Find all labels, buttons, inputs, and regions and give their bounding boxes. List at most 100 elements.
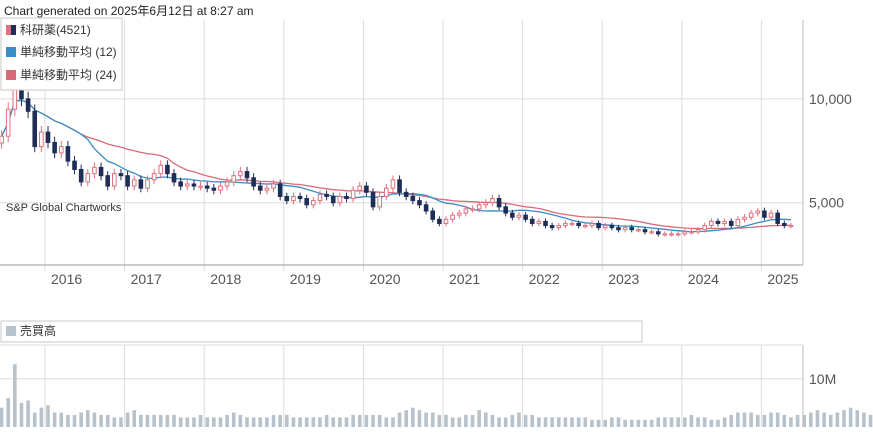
candle <box>145 175 150 193</box>
x-tick-label: 2022 <box>529 271 560 287</box>
volume-bar <box>13 364 17 427</box>
candle <box>178 177 183 191</box>
candle <box>72 156 77 175</box>
candle <box>569 220 575 227</box>
candle-body <box>576 222 581 227</box>
candle <box>596 220 601 231</box>
price-gridlines <box>0 20 803 271</box>
candle-body <box>370 191 376 208</box>
candle-body <box>344 195 349 200</box>
candle-body <box>211 187 217 191</box>
candle <box>496 194 502 211</box>
volume-bar <box>649 419 654 427</box>
x-tick-label: 2025 <box>767 271 798 287</box>
candle <box>138 175 144 193</box>
candle <box>244 166 250 183</box>
candle <box>78 164 84 187</box>
x-tick-label: 2024 <box>688 271 719 287</box>
volume-bar <box>424 412 428 427</box>
candle <box>715 218 721 227</box>
volume-bar <box>238 414 243 427</box>
candle-body <box>655 231 661 235</box>
candle <box>456 209 462 219</box>
candle-body <box>350 189 356 200</box>
candle <box>662 231 668 237</box>
candle-body <box>238 171 243 177</box>
sma12-line <box>1 99 791 233</box>
candle-body <box>92 166 97 175</box>
volume-bar <box>629 419 634 427</box>
candle-body <box>284 195 290 202</box>
candle <box>735 216 741 229</box>
candle <box>211 184 217 195</box>
candle <box>251 173 256 191</box>
candle <box>377 192 382 211</box>
candle-body <box>397 179 402 193</box>
candle <box>768 209 774 221</box>
volume-bar <box>212 417 216 427</box>
candle <box>702 222 708 233</box>
candle <box>118 168 124 181</box>
volume-bar <box>351 414 355 427</box>
volume-y-tick-label: 10M <box>809 371 836 387</box>
candle-body <box>483 202 489 206</box>
candle <box>131 175 137 191</box>
volume-bar <box>457 417 462 427</box>
candle-body <box>689 231 694 234</box>
candle <box>390 175 396 193</box>
candle-body <box>317 193 323 202</box>
candle <box>463 205 469 217</box>
candle <box>430 207 436 223</box>
candle <box>410 192 416 205</box>
volume-bar <box>198 414 203 427</box>
candle-body <box>503 206 508 214</box>
candle <box>556 222 562 231</box>
volume-bar <box>809 412 813 427</box>
volume-bar <box>331 417 336 427</box>
volume-bar <box>497 417 501 427</box>
candle-body <box>357 185 363 191</box>
candle <box>695 227 701 235</box>
candle <box>655 229 661 237</box>
candle <box>231 171 237 187</box>
candle-body <box>165 164 170 175</box>
volume-bar <box>616 417 621 427</box>
volume-bar <box>822 412 826 427</box>
volume-bar <box>132 410 137 427</box>
candle <box>364 181 369 197</box>
volume-bar <box>842 410 846 427</box>
candle <box>563 220 568 229</box>
candle-body <box>337 195 343 204</box>
candle-body <box>682 231 688 235</box>
volume-bar <box>404 410 408 427</box>
candle <box>324 190 329 201</box>
candle-body <box>330 195 336 204</box>
candle <box>191 179 197 191</box>
volume-bar <box>79 412 83 427</box>
candle-body <box>198 185 203 188</box>
candle <box>112 168 117 191</box>
candle-body <box>642 229 648 233</box>
candle-body <box>715 220 721 224</box>
candle <box>271 179 276 193</box>
axes: 2016 2017 2018 2019 2020 2021 2022 2023 2024 2025… <box>0 20 852 427</box>
candle <box>589 220 595 229</box>
candle <box>52 136 57 159</box>
candle-body <box>171 173 177 183</box>
candle <box>238 166 243 181</box>
volume-bar <box>265 417 269 427</box>
volume-bar <box>848 407 853 427</box>
volume-bar <box>357 414 362 427</box>
volume-bar <box>755 414 760 427</box>
candle <box>503 203 508 217</box>
candle <box>165 160 170 179</box>
candle-body <box>251 177 256 187</box>
volume-bar <box>119 417 123 427</box>
volume-bar <box>484 412 488 427</box>
candle-body <box>244 171 250 179</box>
volume-bar <box>59 412 64 427</box>
candle <box>709 218 714 229</box>
candle-body <box>602 225 608 229</box>
candle-body <box>609 225 615 229</box>
x-tick-label: 2023 <box>608 271 639 287</box>
